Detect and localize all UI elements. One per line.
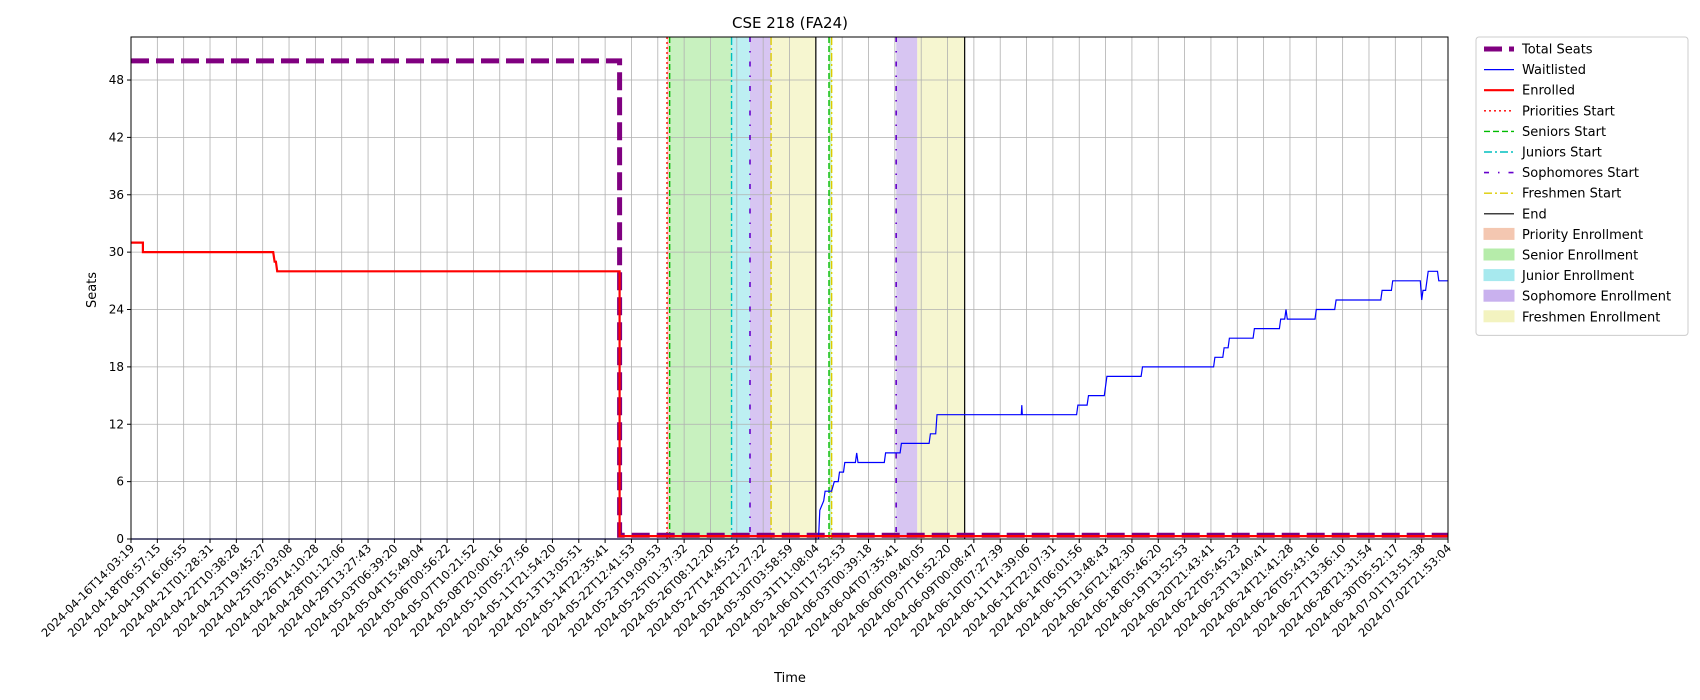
legend-swatch [1483, 310, 1515, 323]
legend-label: Junior Enrollment [1521, 269, 1634, 284]
legend-label: Freshmen Enrollment [1522, 310, 1660, 325]
legend-label: Sophomore Enrollment [1522, 290, 1671, 305]
y-tick-label: 48 [109, 73, 124, 87]
y-axis-ticks: 0 6 12 18 24 30 36 42 48 [109, 73, 131, 546]
legend-label: Seniors Start [1522, 125, 1606, 140]
y-tick-label: 6 [116, 475, 124, 489]
legend-label: Senior Enrollment [1522, 249, 1638, 264]
y-tick-label: 42 [109, 130, 124, 144]
legend-box [1475, 36, 1689, 336]
span-freshmen-enrollment [917, 37, 965, 539]
span-priority-enrollment [667, 37, 670, 539]
legend-swatch [1483, 248, 1515, 261]
x-axis-label: Time [773, 671, 806, 686]
grid-lines [130, 37, 1449, 540]
phase-lines [666, 37, 966, 539]
legend-swatch [1483, 227, 1515, 240]
legend-label: Priorities Start [1522, 104, 1615, 119]
span-sophomore-enrollment [749, 37, 772, 539]
y-tick-label: 12 [109, 417, 124, 431]
y-tick-label: 24 [109, 303, 124, 317]
span-sophomore-enrollment [896, 37, 918, 539]
y-tick-label: 30 [109, 245, 124, 259]
span-junior-enrollment [731, 37, 750, 539]
legend-label: Total Seats [1521, 43, 1593, 58]
legend-swatch [1483, 269, 1515, 282]
series-waitlisted [131, 270, 1448, 540]
y-tick-label: 0 [116, 532, 124, 546]
legend-label: Sophomores Start [1522, 166, 1639, 181]
chart-title: CSE 218 (FA24) [732, 14, 848, 32]
chart-legend: Total Seats Waitlisted Enrolled Priorities … [1475, 36, 1689, 336]
legend-label: Juniors Start [1521, 146, 1602, 161]
x-axis-ticks: 2024-04-16T14:03:192024-04-18T06:57:1520… [38, 539, 1454, 640]
legend-label: Freshmen Start [1522, 187, 1621, 202]
span-freshmen-enrollment [771, 37, 816, 539]
legend-label: Priority Enrollment [1522, 228, 1643, 243]
data-series [131, 58, 1448, 540]
y-tick-label: 36 [109, 188, 124, 202]
legend-label: End [1522, 207, 1547, 222]
y-tick-label: 18 [109, 360, 124, 374]
span-senior-enrollment [669, 37, 732, 539]
enrollment-spans [667, 37, 965, 539]
span-senior-enrollment [829, 37, 832, 539]
y-axis-label: Seats [85, 272, 100, 308]
legend-label: Enrolled [1522, 84, 1575, 99]
legend-label: Waitlisted [1522, 63, 1586, 78]
series-enrolled [131, 241, 1448, 538]
legend-swatch [1483, 289, 1515, 302]
